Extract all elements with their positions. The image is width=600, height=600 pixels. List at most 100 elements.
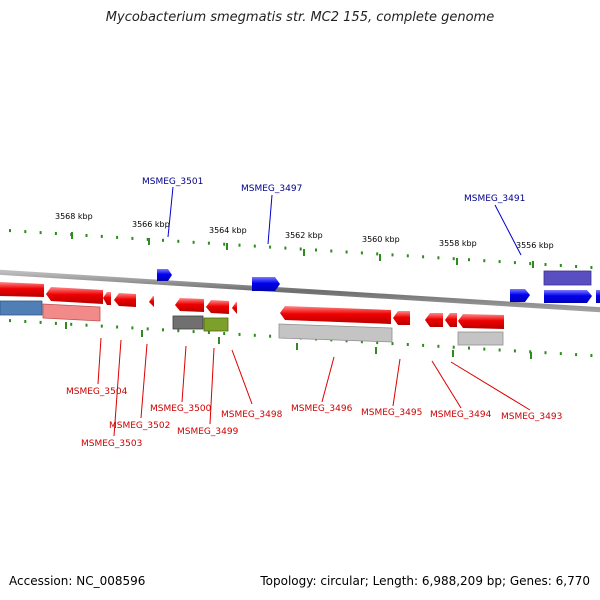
tick-dot — [146, 237, 149, 241]
feature-pink — [42, 303, 101, 322]
tick-dot — [146, 327, 149, 331]
tick-dot — [575, 265, 578, 268]
gene-feature-reverse — [280, 306, 391, 324]
outer-major-ticks — [71, 232, 534, 268]
tick-dot — [299, 247, 302, 251]
gene-feature-forward — [252, 277, 280, 291]
gene-label: MSMEG_3494 — [430, 410, 492, 420]
tick-dot — [100, 324, 103, 328]
ruler-label: 3556 kbp — [516, 241, 554, 250]
gene-label: MSMEG_3499 — [177, 427, 239, 437]
tick-dot — [162, 328, 164, 332]
ruler-label: 3564 kbp — [209, 226, 247, 235]
gene-label: MSMEG_3497 — [241, 184, 302, 194]
tick-dot — [238, 243, 241, 247]
tick-dot — [238, 332, 241, 336]
feature-lightgray — [278, 323, 393, 343]
tick-dot — [24, 320, 27, 323]
tick-dot — [376, 341, 379, 345]
gene-label: MSMEG_3498 — [221, 410, 283, 420]
tick-dot — [253, 244, 256, 248]
tick-dot — [284, 246, 287, 250]
tick-dot — [391, 253, 394, 257]
tick-dot — [498, 260, 501, 264]
tick-dot — [559, 352, 562, 356]
gene-feature-forward — [544, 290, 592, 303]
tick-dot — [345, 250, 348, 254]
gene-feature-reverse — [0, 282, 44, 297]
tick-dot — [590, 266, 593, 269]
tick-dot — [376, 252, 379, 256]
feature-olive — [203, 317, 229, 332]
gene-label: MSMEG_3493 — [501, 412, 562, 422]
tick-dot — [116, 235, 119, 239]
ruler-label: 3560 kbp — [362, 235, 400, 244]
tick-dot — [70, 322, 73, 326]
gene-feature-forward — [157, 269, 172, 281]
tick-dot — [131, 326, 134, 330]
tick-dot — [207, 241, 210, 245]
feature-steelblue — [0, 300, 43, 316]
tick-dot — [39, 231, 42, 235]
gene-feature-reverse — [175, 298, 204, 312]
tick-dot — [54, 232, 57, 235]
tick-dot — [437, 256, 440, 260]
tick-dot — [406, 343, 409, 346]
inner-major-ticks — [65, 322, 532, 359]
gene-labels-bottom: MSMEG_3504 MSMEG_3502 MSMEG_3503 MSMEG_3… — [66, 387, 562, 449]
gene-label: MSMEG_3495 — [361, 408, 422, 418]
tick-dot — [360, 340, 363, 344]
tick-dot — [559, 264, 562, 267]
tick-dot — [177, 239, 180, 243]
tick-dot — [269, 245, 272, 249]
tick-dot — [39, 320, 42, 324]
gene-feature-purple — [543, 270, 592, 286]
gene-label: MSMEG_3503 — [81, 439, 142, 449]
gene-feature-reverse — [206, 300, 229, 314]
tick-dot — [253, 333, 256, 337]
tick-dot — [345, 339, 348, 343]
ruler-label: 3568 kbp — [55, 212, 93, 221]
genome-summary: Topology: circular; Length: 6,988,209 bp… — [260, 574, 590, 588]
feature-darkgray — [172, 315, 204, 330]
feature-lightgray — [457, 331, 504, 346]
forward-strand-genes — [157, 269, 600, 303]
gene-feature-reverse — [103, 292, 111, 305]
tick-dot — [116, 325, 119, 329]
tick-dot — [162, 238, 164, 242]
ruler-label: 3558 kbp — [439, 239, 477, 248]
tick-dot — [131, 236, 134, 240]
tick-dot — [315, 248, 317, 252]
gene-feature-forward — [596, 290, 600, 303]
tick-dot — [422, 343, 425, 347]
tick-dot — [85, 234, 88, 237]
tick-dot — [544, 263, 547, 266]
tick-dot — [483, 347, 486, 351]
tick-dot — [360, 251, 363, 255]
tick-dot — [544, 351, 547, 355]
gene-feature-reverse — [46, 287, 103, 304]
ruler-label: 3562 kbp — [285, 231, 323, 240]
tick-dot — [192, 330, 195, 334]
callout-lines — [97, 186, 531, 437]
tick-dot — [100, 234, 103, 238]
gene-feature-reverse — [393, 311, 410, 325]
tick-dot — [422, 255, 425, 259]
gene-feature-reverse — [149, 296, 154, 307]
tick-dot — [223, 242, 226, 246]
tick-dot — [452, 345, 455, 349]
tick-dot — [529, 262, 532, 266]
tick-dot — [207, 331, 210, 334]
tick-dot — [437, 344, 440, 348]
gene-label: MSMEG_3504 — [66, 387, 128, 397]
tick-dot — [9, 319, 11, 323]
inner-feature-track — [0, 300, 504, 346]
tick-dot — [575, 353, 578, 357]
gene-label: MSMEG_3500 — [150, 404, 212, 414]
tick-dot — [24, 230, 27, 234]
tick-dot — [590, 354, 593, 357]
ruler-label: 3566 kbp — [132, 220, 170, 229]
outer-tick-ring — [9, 229, 593, 269]
tick-dot — [192, 240, 195, 244]
page-title: Mycobacterium smegmatis str. MC2 155, co… — [105, 10, 495, 25]
